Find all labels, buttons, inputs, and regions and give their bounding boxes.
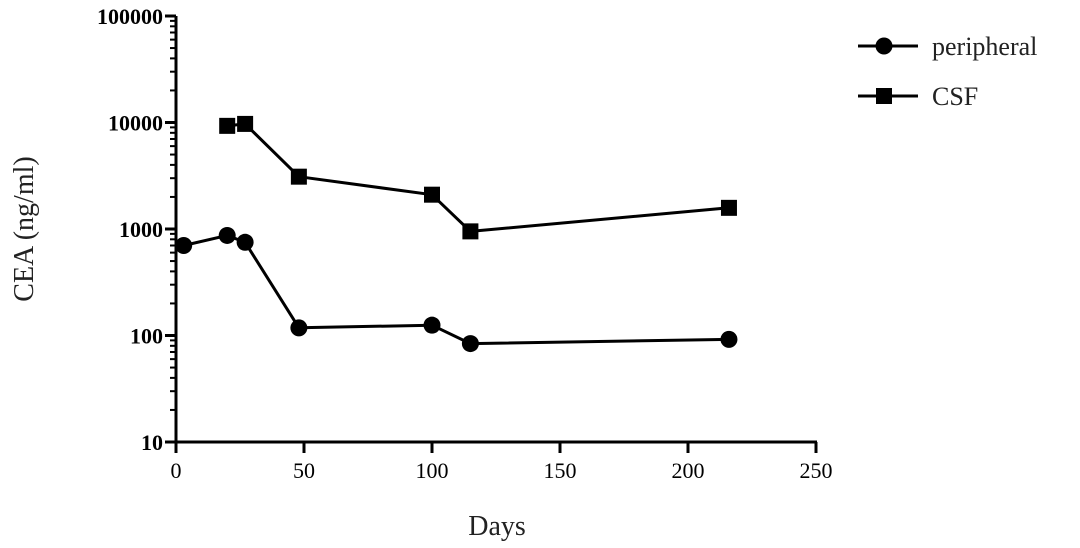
data-point-csf xyxy=(290,168,307,185)
data-point-csf xyxy=(237,115,254,132)
x-tick-label: 0 xyxy=(171,458,182,483)
data-point-peripheral xyxy=(290,319,308,337)
x-tick-label: 50 xyxy=(293,458,315,483)
legend-marker xyxy=(875,37,893,55)
data-point-csf xyxy=(424,186,440,203)
data-point-peripheral xyxy=(461,335,479,353)
data-point-peripheral xyxy=(175,236,193,254)
y-tick-label: 10 xyxy=(141,430,163,455)
series-csf xyxy=(219,115,737,240)
y-tick-label: 100000 xyxy=(97,4,163,29)
x-ticks: 0 50 100 150 200 250 xyxy=(171,442,833,483)
legend-marker xyxy=(876,88,892,104)
x-tick-label: 200 xyxy=(672,458,705,483)
data-point-csf xyxy=(720,199,737,216)
legend-label: CSF xyxy=(932,82,978,111)
legend-item-csf: CSF xyxy=(858,82,978,111)
y-axis-title: CEA (ng/ml) xyxy=(9,156,40,301)
x-axis-title: Days xyxy=(468,511,526,542)
data-point-peripheral xyxy=(236,233,254,251)
legend-item-peripheral: peripheral xyxy=(858,32,1037,61)
y-tick-label: 1000 xyxy=(119,217,163,242)
data-point-csf xyxy=(462,223,479,240)
x-tick-label: 100 xyxy=(416,458,449,483)
y-tick-label: 100 xyxy=(130,324,163,349)
legend-label: peripheral xyxy=(932,32,1037,61)
y-tick-label: 10000 xyxy=(108,111,163,136)
series-peripheral xyxy=(175,226,738,353)
series-line-peripheral xyxy=(183,233,730,346)
data-point-peripheral xyxy=(720,330,738,348)
data-point-csf xyxy=(219,117,236,134)
legend: peripheral CSF xyxy=(858,32,1037,111)
series-layer xyxy=(175,115,738,353)
y-ticks: 10 100 1000 10000 100000 xyxy=(97,4,176,455)
data-point-peripheral xyxy=(218,226,236,244)
data-point-peripheral xyxy=(423,316,441,334)
x-tick-label: 250 xyxy=(800,458,833,483)
x-tick-label: 150 xyxy=(544,458,577,483)
